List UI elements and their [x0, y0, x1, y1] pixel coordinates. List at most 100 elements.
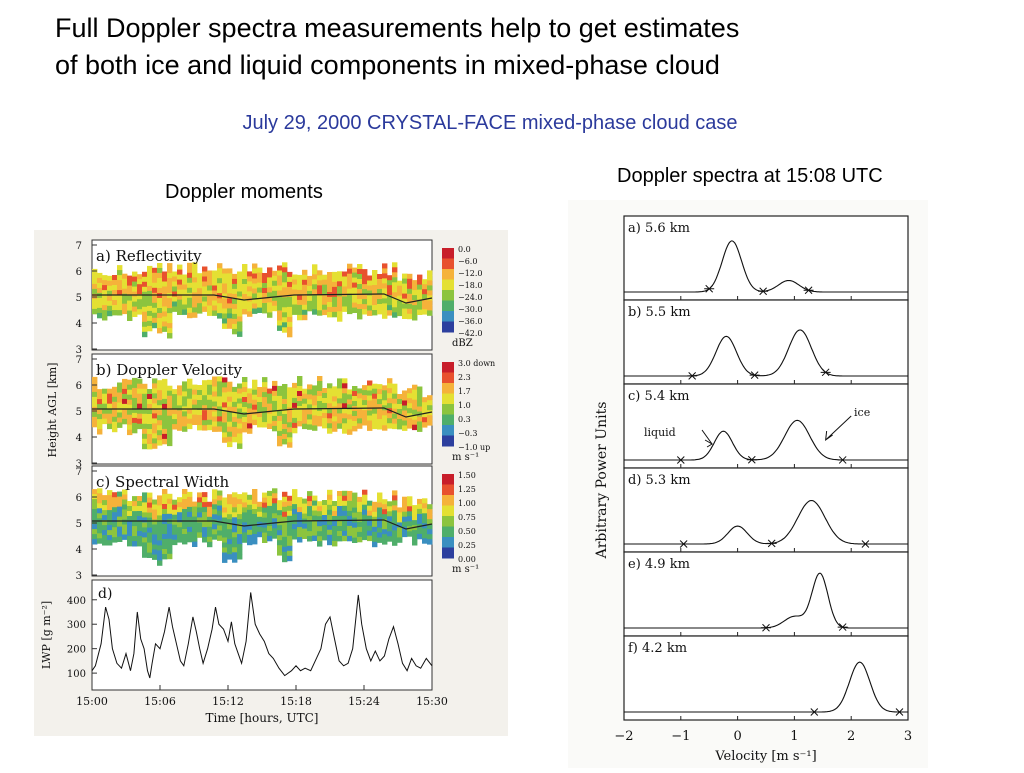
cloud-cell [172, 394, 178, 400]
cloud-cell [272, 280, 278, 287]
cloud-cell [147, 290, 153, 297]
cloud-cell [367, 510, 373, 517]
cloud-cell [417, 304, 423, 310]
cloud-cell [242, 502, 248, 508]
cloud-cell [207, 310, 213, 316]
cloud-cell [102, 535, 108, 541]
cloud-cell [202, 507, 208, 513]
cloud-cell [142, 512, 148, 518]
cloud-cell [137, 393, 143, 400]
cloud-cell [282, 307, 288, 313]
cloud-cell [282, 287, 288, 293]
cloud-cell [187, 418, 193, 425]
cloud-cell [227, 318, 233, 324]
cloud-cell [287, 291, 293, 298]
cloud-cell [112, 290, 118, 296]
cloud-cell [282, 292, 288, 298]
cloud-cell [242, 417, 248, 423]
cloud-cell [382, 400, 388, 406]
cloud-cell [327, 413, 333, 419]
cloud-cell [182, 489, 188, 495]
cloud-cell [317, 516, 323, 522]
cloud-cell [262, 283, 268, 289]
cloud-cell [222, 502, 228, 508]
cloud-cell [272, 488, 278, 494]
cloud-cell [242, 412, 248, 418]
cloud-cell [117, 506, 123, 512]
cloud-field [92, 376, 433, 450]
cloud-cell [152, 428, 158, 434]
cloud-cell [422, 279, 428, 285]
cloud-cell [152, 388, 158, 394]
cloud-cell [342, 515, 348, 522]
cloud-cell [222, 512, 228, 518]
cloud-cell [237, 509, 243, 515]
cloud-cell [362, 284, 368, 290]
cloud-cell [327, 403, 333, 409]
cloud-cell [177, 299, 183, 305]
cloud-cell [357, 506, 363, 513]
cloud-cell [317, 376, 323, 382]
cloud-cell [307, 285, 313, 292]
cloud-cell [222, 552, 228, 558]
cloud-cell [407, 393, 413, 399]
cloud-cell [167, 440, 173, 447]
cloud-cell [177, 279, 183, 285]
cloud-cell [102, 393, 108, 400]
cloud-cell [347, 500, 353, 507]
cloud-cell [262, 532, 268, 538]
cloud-cell [227, 421, 233, 428]
cloud-cell [177, 304, 183, 310]
cloud-cell [307, 526, 313, 532]
cloud-cell [182, 494, 188, 500]
cloud-cell [407, 516, 413, 522]
cloud-cell [427, 514, 433, 520]
cloud-cell [162, 276, 168, 282]
cloud-cell [197, 507, 203, 513]
cloud-cell [327, 524, 333, 531]
cloud-cell [122, 514, 128, 520]
cloud-cell [277, 305, 283, 311]
cloud-cell [387, 511, 393, 517]
cloud-cell [237, 433, 243, 439]
cloud-cell [242, 274, 248, 280]
cloud-cell [317, 411, 323, 417]
cloud-cell [162, 306, 168, 312]
cloud-cell [202, 286, 208, 292]
cloud-cell [417, 284, 423, 290]
slide-title: Full Doppler spectra measurements help t… [55, 10, 955, 84]
cloud-cell [307, 384, 313, 390]
cloud-cell [92, 308, 98, 315]
cloud-cell [197, 298, 203, 304]
cloud-cell [287, 500, 293, 507]
velocity-tick-label: 2 [847, 729, 855, 744]
cloud-cell [262, 377, 268, 383]
cloud-cell [362, 509, 368, 516]
cloud-cell [202, 415, 208, 421]
cloud-cell [167, 435, 173, 442]
cloud-cell [422, 498, 428, 504]
cloud-cell [217, 490, 223, 496]
cloud-cell [407, 308, 413, 315]
cloud-cell [307, 300, 313, 307]
cloud-cell [332, 521, 338, 527]
cloud-cell [357, 496, 363, 503]
cloud-cell [92, 386, 98, 393]
cloud-cell [232, 401, 238, 408]
cloud-cell [282, 404, 288, 410]
cloud-cell [412, 394, 418, 401]
cloud-cell [237, 413, 243, 419]
cloud-cell [332, 286, 338, 293]
cloud-cell [192, 531, 198, 537]
cloud-cell [287, 505, 293, 512]
cloud-cell [222, 527, 228, 533]
cloud-cell [247, 418, 253, 424]
cloud-cell [282, 424, 288, 430]
cloud-cell [422, 309, 428, 315]
cloud-cell [227, 524, 233, 530]
cloud-cell [132, 427, 138, 434]
cloud-cell [177, 497, 183, 503]
cloud-cell [317, 310, 323, 316]
cloud-cell [237, 316, 243, 322]
cloud-cell [372, 310, 378, 316]
